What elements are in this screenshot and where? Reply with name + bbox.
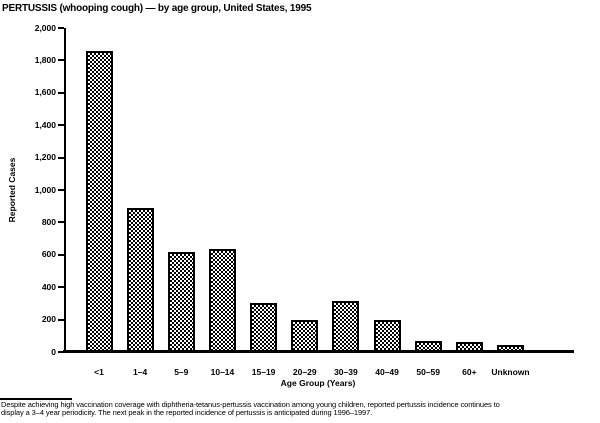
y-tick	[58, 351, 64, 353]
bar	[126, 207, 154, 352]
x-tick-label: 30–39	[334, 367, 358, 377]
y-tick-label: 1,200	[34, 152, 56, 163]
y-tick	[58, 189, 64, 191]
bar	[414, 340, 442, 352]
bar	[373, 319, 401, 352]
x-tick-label: 40–49	[375, 367, 399, 377]
footnote-line-1: Despite achieving high vaccination cover…	[1, 400, 500, 409]
footnote-line-2: display a 3–4 year periodicity. The next…	[1, 408, 373, 417]
x-tick-label: 50–59	[416, 367, 440, 377]
y-tick-label: 1,400	[34, 119, 56, 130]
x-axis-line	[63, 350, 574, 353]
bar	[455, 342, 483, 352]
y-tick-label: 1,600	[34, 87, 56, 98]
bar	[291, 320, 319, 352]
y-tick	[58, 221, 64, 224]
chart-title: PERTUSSIS (whooping cough) — by age grou…	[2, 3, 312, 14]
bar	[167, 251, 195, 352]
y-tick-label: 400	[41, 281, 56, 292]
y-tick	[58, 318, 64, 321]
y-tick-label: 1,000	[34, 184, 56, 195]
y-tick	[58, 124, 64, 127]
bar	[85, 50, 113, 352]
bar	[332, 300, 360, 352]
bar	[497, 344, 524, 352]
x-tick-label: Unknown	[491, 367, 530, 377]
y-tick-label: 200	[41, 314, 56, 325]
x-tick-label: 5–9	[174, 367, 189, 377]
y-tick	[58, 59, 64, 62]
y-axis-line	[64, 28, 66, 353]
y-tick	[58, 286, 64, 289]
x-axis-label: Age Group (Years)	[280, 378, 356, 388]
x-tick-label: 20–29	[292, 367, 317, 377]
y-tick	[58, 156, 64, 159]
y-tick	[58, 91, 64, 94]
y-tick	[58, 27, 64, 29]
x-tick-label: 10–14	[210, 367, 235, 377]
y-tick-label: 1,800	[34, 54, 56, 65]
x-tick-label: 1–4	[133, 367, 148, 377]
x-tick-label: 60+	[462, 367, 477, 377]
y-tick-label: 0	[51, 346, 56, 357]
bar	[208, 249, 236, 352]
x-tick-label: 15–19	[251, 367, 276, 377]
y-tick-label: 600	[41, 249, 56, 260]
y-axis-label: Reported Cases	[7, 157, 17, 223]
y-tick-label: 800	[41, 216, 56, 227]
footnote-rule	[0, 398, 72, 400]
y-tick	[58, 253, 64, 256]
bar	[250, 302, 278, 352]
x-tick-label: <1	[94, 367, 104, 377]
y-tick-label: 2,000	[34, 22, 56, 33]
